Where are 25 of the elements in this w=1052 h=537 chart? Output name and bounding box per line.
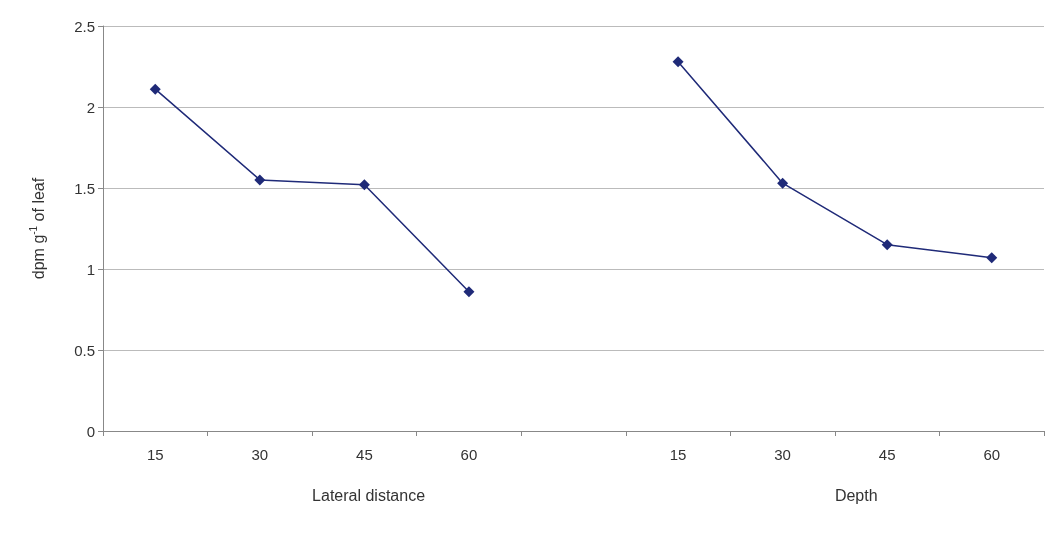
y-tick-label: 1.5: [74, 179, 95, 197]
point: [463, 286, 475, 298]
x-tick-label: 15: [146, 446, 164, 463]
text: Depth: [834, 486, 878, 504]
point: [149, 83, 161, 95]
x-tick-label: 15: [669, 446, 687, 463]
y-tick-label: 1: [86, 260, 95, 278]
y-tick-label: 0.5: [74, 341, 95, 359]
point: [881, 239, 893, 251]
y-tick-label: 0: [86, 422, 95, 440]
x-tick-label: 60: [460, 446, 478, 463]
point: [777, 177, 789, 189]
x-tick-label: 45: [878, 446, 896, 463]
x-tick-label: 30: [251, 446, 269, 463]
x-tick-label: 45: [356, 446, 373, 463]
point: [672, 56, 684, 68]
point: [358, 179, 370, 191]
x-tick-label: 60: [983, 446, 1001, 463]
point: [254, 174, 266, 186]
point: [986, 252, 998, 264]
y-tick-label: 2: [86, 98, 95, 116]
y-axis-title: dpm g-1 of leaf: [27, 177, 47, 280]
x-tick-label: 30: [774, 446, 791, 463]
y-tick-label: 2.5: [74, 17, 95, 35]
text: Lateral distance: [312, 486, 426, 504]
